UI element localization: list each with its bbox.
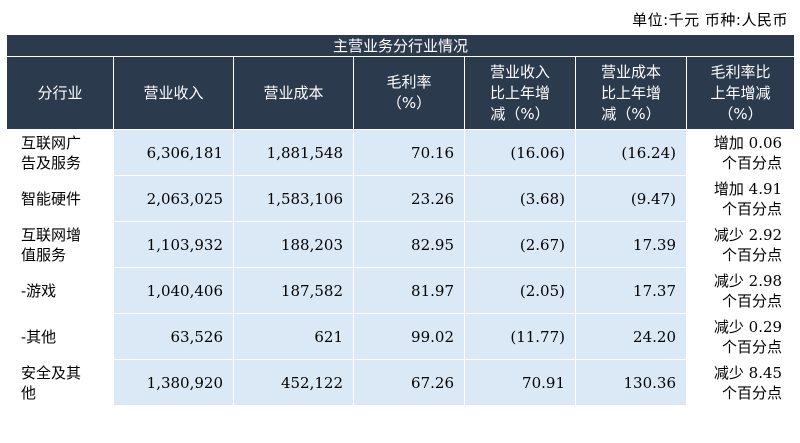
header-revenue-change: 营业收入 比上年增 减（%）	[464, 56, 576, 130]
revenue-cell: 1,103,932	[113, 221, 234, 268]
revenue-change-cell: (16.06)	[464, 129, 576, 176]
cost-change-cell: (9.47)	[575, 175, 687, 222]
unit-currency-note: 单位:千元 币种:人民币	[632, 11, 788, 29]
margin-change-cell: 减少 2.92 个百分点	[685, 221, 796, 268]
cost-change-cell: 130.36	[575, 359, 687, 406]
cost-cell: 1,583,106	[233, 175, 354, 222]
table-title: 主营业务分行业情况	[5, 34, 796, 57]
margin-change-cell: 减少 8.45 个百分点	[685, 359, 796, 406]
industry-cell: 互联网增 值服务	[6, 221, 114, 268]
cost-cell: 1,881,548	[233, 129, 354, 176]
header-cost: 营业成本	[233, 56, 354, 130]
industry-cell: 互联网广 告及服务	[6, 129, 114, 176]
cost-cell: 187,582	[233, 267, 354, 314]
cost-cell: 188,203	[233, 221, 354, 268]
cost-cell: 452,122	[233, 359, 354, 406]
cost-change-cell: (16.24)	[575, 129, 687, 176]
revenue-cell: 1,040,406	[113, 267, 234, 314]
margin-cell: 70.16	[353, 129, 465, 176]
header-margin-change: 毛利率比 上年增减 （%）	[685, 56, 796, 130]
table-row: 互联网广 告及服务 6,306,181 1,881,548 70.16 (16.…	[6, 129, 796, 176]
margin-change-cell: 减少 2.98 个百分点	[685, 267, 796, 314]
revenue-cell: 6,306,181	[113, 129, 234, 176]
revenue-change-cell: (2.67)	[464, 221, 576, 268]
table-row: 智能硬件 2,063,025 1,583,106 23.26 (3.68) (9…	[6, 175, 796, 222]
margin-cell: 82.95	[353, 221, 465, 268]
industry-cell: -其他	[6, 313, 114, 360]
revenue-cell: 2,063,025	[113, 175, 234, 222]
revenue-change-cell: (3.68)	[464, 175, 576, 222]
margin-cell: 81.97	[353, 267, 465, 314]
cost-change-cell: 24.20	[575, 313, 687, 360]
table-row: 安全及其 他 1,380,920 452,122 67.26 70.91 130…	[6, 359, 796, 406]
table-row: -游戏 1,040,406 187,582 81.97 (2.05) 17.37…	[6, 267, 796, 314]
header-revenue: 营业收入	[113, 56, 234, 130]
revenue-change-cell: (11.77)	[464, 313, 576, 360]
cost-change-cell: 17.39	[575, 221, 687, 268]
table-row: 互联网增 值服务 1,103,932 188,203 82.95 (2.67) …	[6, 221, 796, 268]
table-row: -其他 63,526 621 99.02 (11.77) 24.20 减少 0.…	[6, 313, 796, 360]
industry-cell: 安全及其 他	[6, 359, 114, 406]
margin-change-cell: 增加 0.06 个百分点	[685, 129, 796, 176]
margin-cell: 99.02	[353, 313, 465, 360]
header-industry: 分行业	[6, 56, 114, 130]
cost-change-cell: 17.37	[575, 267, 687, 314]
revenue-cell: 1,380,920	[113, 359, 234, 406]
margin-cell: 67.26	[353, 359, 465, 406]
industry-cell: -游戏	[6, 267, 114, 314]
revenue-change-cell: 70.91	[464, 359, 576, 406]
industry-revenue-table: 主营业务分行业情况 分行业 营业收入 营业成本 毛利率 （%） 营业收入 比上年…	[5, 34, 796, 406]
revenue-change-cell: (2.05)	[464, 267, 576, 314]
header-cost-change: 营业成本 比上年增 减（%）	[575, 56, 687, 130]
industry-cell: 智能硬件	[6, 175, 114, 222]
margin-cell: 23.26	[353, 175, 465, 222]
margin-change-cell: 增加 4.91 个百分点	[685, 175, 796, 222]
revenue-cell: 63,526	[113, 313, 234, 360]
cost-cell: 621	[233, 313, 354, 360]
margin-change-cell: 减少 0.29 个百分点	[685, 313, 796, 360]
header-gross-margin: 毛利率 （%）	[353, 56, 465, 130]
